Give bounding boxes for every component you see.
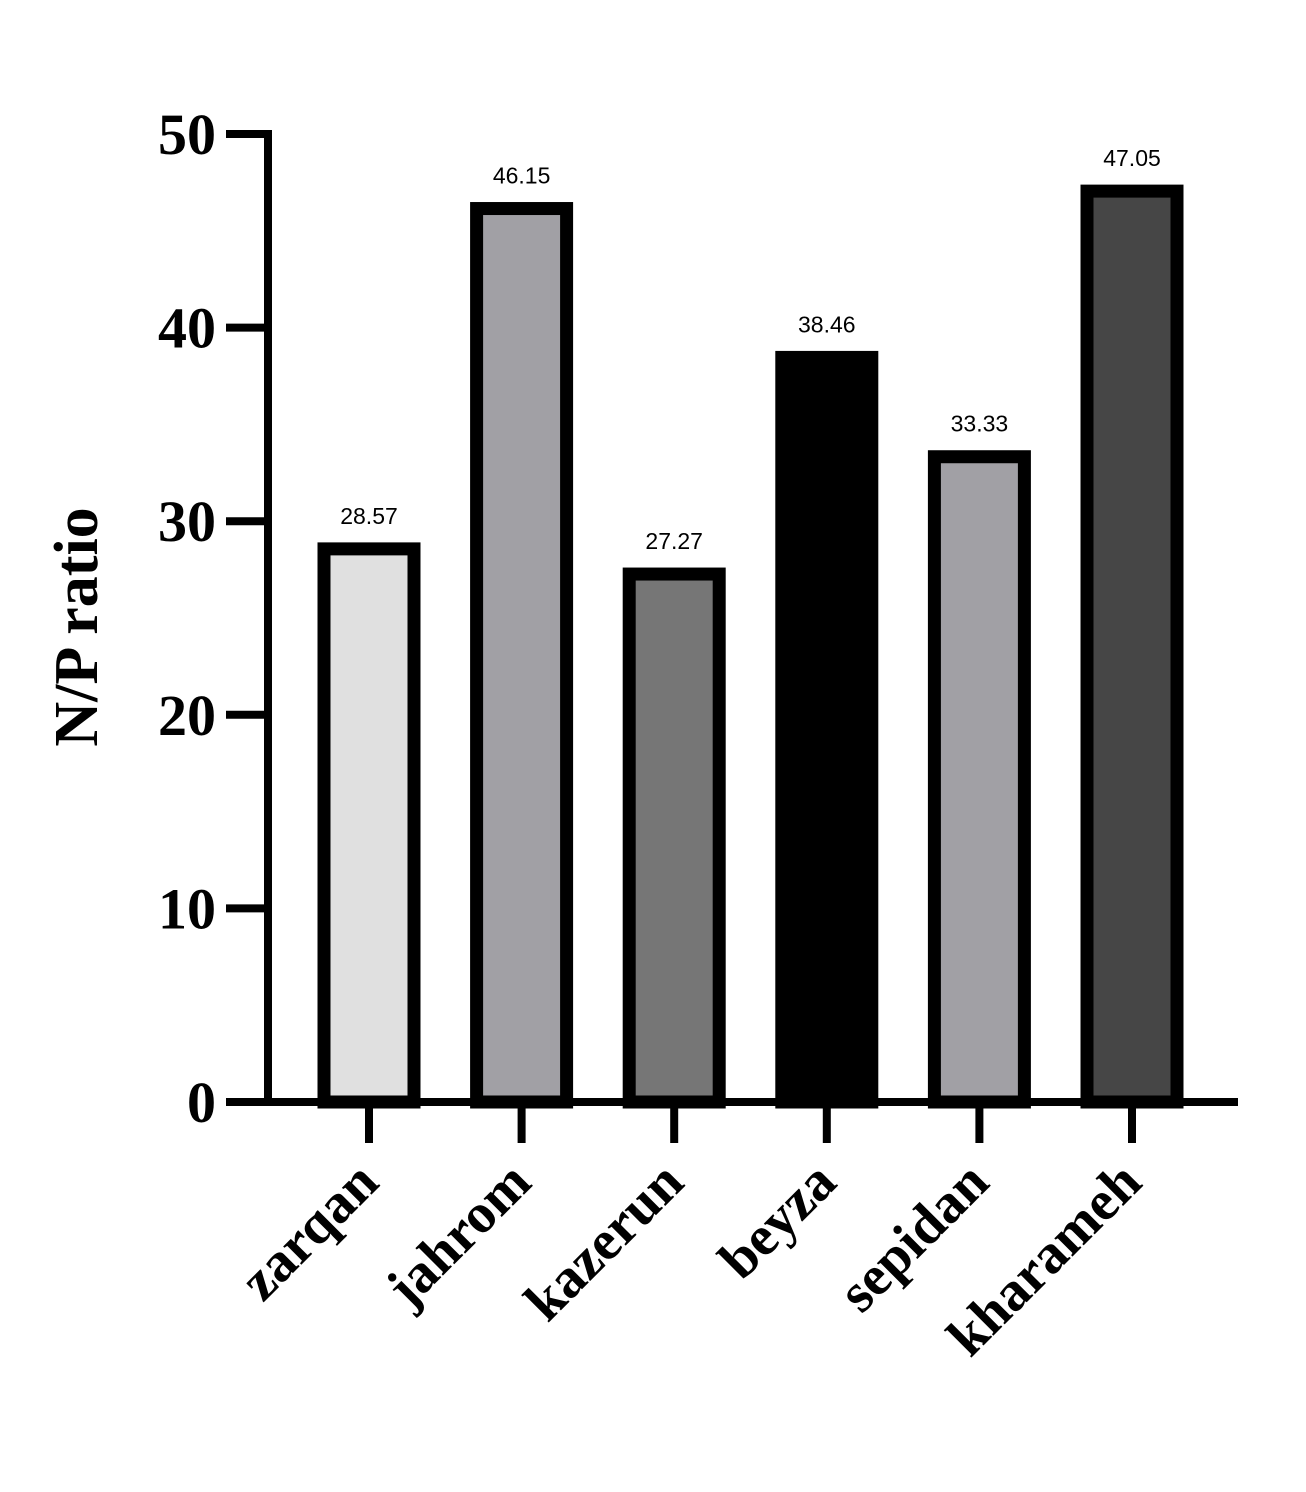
bar-zarqan	[317, 542, 421, 1109]
bar-beyza	[775, 350, 879, 1109]
bars-layer	[317, 184, 1184, 1109]
bar-kazerun	[622, 567, 726, 1109]
data-label-kazerun: 27.27	[645, 528, 703, 554]
y-tick-label-0: 0	[187, 1070, 216, 1135]
bar-kharameh	[1080, 184, 1184, 1109]
axes-layer	[264, 130, 1238, 1106]
y-tick-label-40: 40	[158, 296, 216, 361]
bar-jahrom	[470, 202, 574, 1109]
data-labels-layer: 28.57 46.15 27.27 38.46 33.33 47.05	[340, 145, 1161, 554]
bar-sepidan	[927, 450, 1031, 1109]
data-label-kharameh: 47.05	[1103, 145, 1161, 171]
y-ticks-layer: 0 10 20 30 40 50	[158, 102, 268, 1135]
data-label-sepidan: 33.33	[951, 411, 1009, 437]
x-tick-label-kazerun: kazerun	[513, 1150, 695, 1332]
y-axis-label: N/P ratio	[43, 507, 111, 746]
y-tick-label-10: 10	[158, 876, 216, 941]
data-label-beyza: 38.46	[798, 311, 856, 337]
y-tick-label-20: 20	[158, 683, 216, 748]
y-tick-label-50: 50	[158, 102, 216, 167]
x-tick-label-beyza: beyza	[707, 1150, 848, 1291]
data-label-zarqan: 28.57	[340, 503, 398, 529]
data-label-jahrom: 46.15	[493, 163, 551, 189]
x-tick-label-zarqan: zarqan	[228, 1150, 390, 1312]
y-tick-label-30: 30	[158, 489, 216, 554]
